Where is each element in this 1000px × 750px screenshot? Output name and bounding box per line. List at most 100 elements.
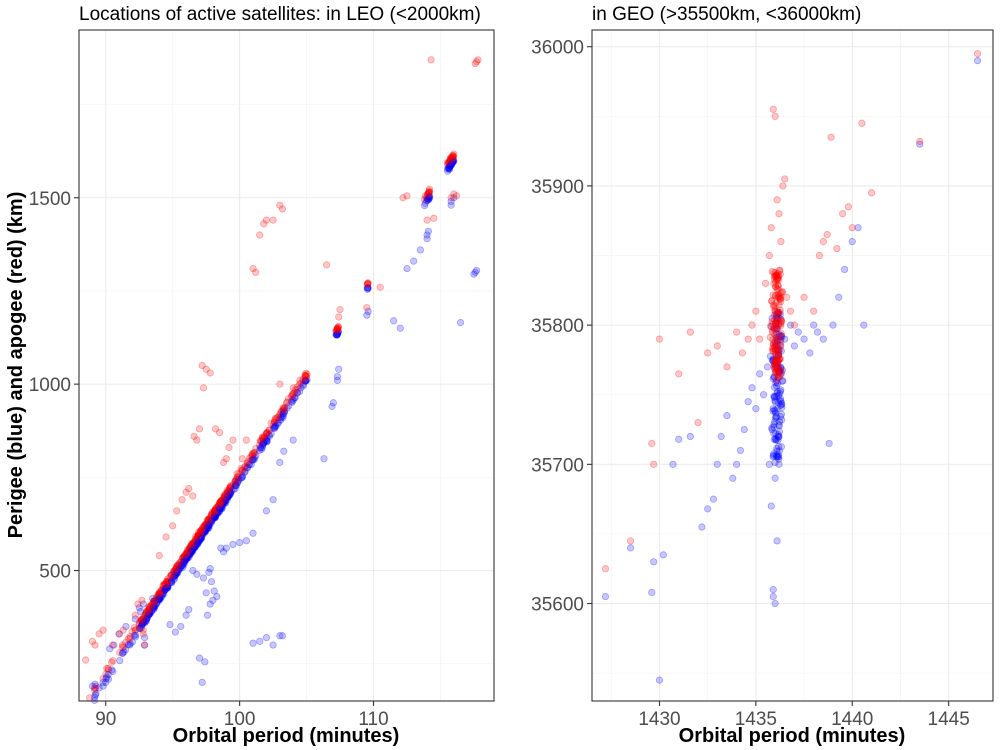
leo-apogee-point	[447, 155, 455, 163]
leo-perigee-point	[204, 521, 212, 530]
leo-perigee-point	[180, 557, 188, 565]
leo-perigee-point	[118, 649, 127, 657]
leo-apogee-point	[262, 430, 271, 438]
geo-apogee-point	[773, 357, 782, 365]
leo-perigee-point	[116, 657, 124, 665]
geo-apogee-point	[773, 335, 781, 343]
leo-perigee-point	[245, 461, 253, 469]
leo-perigee-point	[106, 645, 114, 653]
leo-perigee-point	[202, 525, 211, 533]
geo-apogee-point	[767, 224, 775, 232]
geo-perigee-point	[774, 399, 783, 407]
leo-apogee-point	[170, 567, 178, 576]
leo-perigee-point	[151, 601, 160, 609]
leo-apogee-point	[449, 153, 457, 161]
leo-apogee-point	[203, 516, 211, 524]
leo-perigee-point	[449, 158, 457, 166]
leo-apogee-point	[202, 520, 210, 529]
leo-perigee-point	[269, 424, 278, 432]
leo-apogee-point	[137, 616, 145, 624]
geo-apogee-point	[858, 119, 866, 127]
leo-apogee-point	[243, 460, 251, 468]
leo-perigee-point	[223, 494, 231, 502]
geo-apogee-point	[773, 308, 781, 316]
geo-perigee-point	[771, 396, 779, 405]
geo-perigee-point	[648, 588, 656, 597]
leo-perigee-point	[247, 461, 255, 469]
leo-apogee-point	[168, 571, 176, 579]
geo-apogee-point	[771, 272, 779, 280]
leo-perigee-point	[199, 531, 207, 539]
leo-apogee-point	[207, 512, 215, 521]
leo-perigee-point	[289, 395, 297, 403]
leo-perigee-point	[271, 422, 279, 430]
leo-apogee-point	[217, 499, 225, 507]
leo-perigee-point	[444, 167, 452, 175]
leo-perigee-point	[143, 614, 151, 622]
geo-apogee-point	[775, 321, 783, 329]
leo-perigee-point	[256, 637, 264, 645]
geo-apogee-point	[769, 105, 777, 113]
leo-perigee-point	[203, 524, 211, 532]
leo-perigee-point	[145, 609, 154, 617]
geo-apogee-point	[772, 283, 780, 291]
leo-perigee-point	[416, 246, 424, 254]
leo-apogee-point	[445, 159, 453, 167]
leo-perigee-point	[120, 648, 128, 656]
leo-apogee-point	[201, 522, 210, 530]
leo-apogee-point	[425, 188, 433, 196]
leo-perigee-point	[226, 488, 234, 497]
leo-apogee-point	[137, 617, 145, 625]
leo-apogee-point	[216, 499, 224, 507]
geo-perigee-point	[769, 375, 777, 383]
leo-apogee-point	[364, 280, 372, 288]
leo-perigee-point	[203, 523, 211, 531]
leo-perigee-point	[226, 490, 235, 498]
leo-apogee-point	[229, 436, 237, 444]
leo-perigee-point	[141, 634, 149, 642]
leo-apogee-point	[82, 656, 90, 664]
leo-perigee-point	[139, 600, 147, 608]
leo-apogee-point	[213, 504, 221, 512]
leo-apogee-point	[190, 432, 198, 440]
leo-apogee-point	[172, 564, 180, 572]
geo-perigee-point	[775, 453, 783, 461]
geo-apogee-point	[769, 347, 777, 355]
leo-perigee-point	[195, 537, 203, 545]
leo-perigee-point	[204, 522, 212, 530]
geo-apogee-point	[738, 349, 746, 357]
leo-apogee-point	[208, 511, 216, 519]
leo-perigee-point	[445, 164, 453, 172]
leo-perigee-point	[232, 482, 240, 490]
leo-apogee-point	[130, 624, 138, 632]
leo-perigee-point	[194, 538, 202, 546]
leo-apogee-point	[275, 411, 284, 419]
geo-perigee-point	[717, 432, 725, 441]
leo-apogee-point	[297, 379, 305, 387]
leo-perigee-point	[162, 584, 170, 592]
geo-perigee-point	[774, 436, 782, 444]
leo-perigee-point	[212, 510, 220, 518]
leo-apogee-point	[450, 150, 458, 158]
leo-apogee-point	[189, 539, 197, 547]
geo-apogee-point	[775, 335, 783, 343]
leo-apogee-point	[421, 192, 429, 200]
geo-perigee-point	[777, 386, 785, 394]
leo-perigee-point	[223, 494, 231, 502]
geo-panel-title: in GEO (>35500km, <36000km)	[592, 4, 861, 25]
leo-perigee-point	[191, 543, 199, 551]
leo-perigee-point	[197, 534, 205, 542]
geo-perigee-point	[772, 392, 781, 401]
leo-perigee-point	[145, 609, 153, 618]
leo-apogee-point	[157, 586, 165, 595]
leo-perigee-point	[194, 540, 202, 548]
leo-perigee-point	[172, 568, 181, 577]
leo-apogee-point	[177, 558, 185, 566]
geo-apogee-point	[776, 322, 785, 330]
geo-apogee-point	[774, 273, 782, 281]
leo-apogee-point	[238, 455, 246, 463]
geo-perigee-point	[776, 310, 784, 319]
leo-apogee-point	[223, 486, 231, 494]
leo-perigee-point	[426, 192, 434, 200]
leo-perigee-point	[202, 525, 210, 533]
